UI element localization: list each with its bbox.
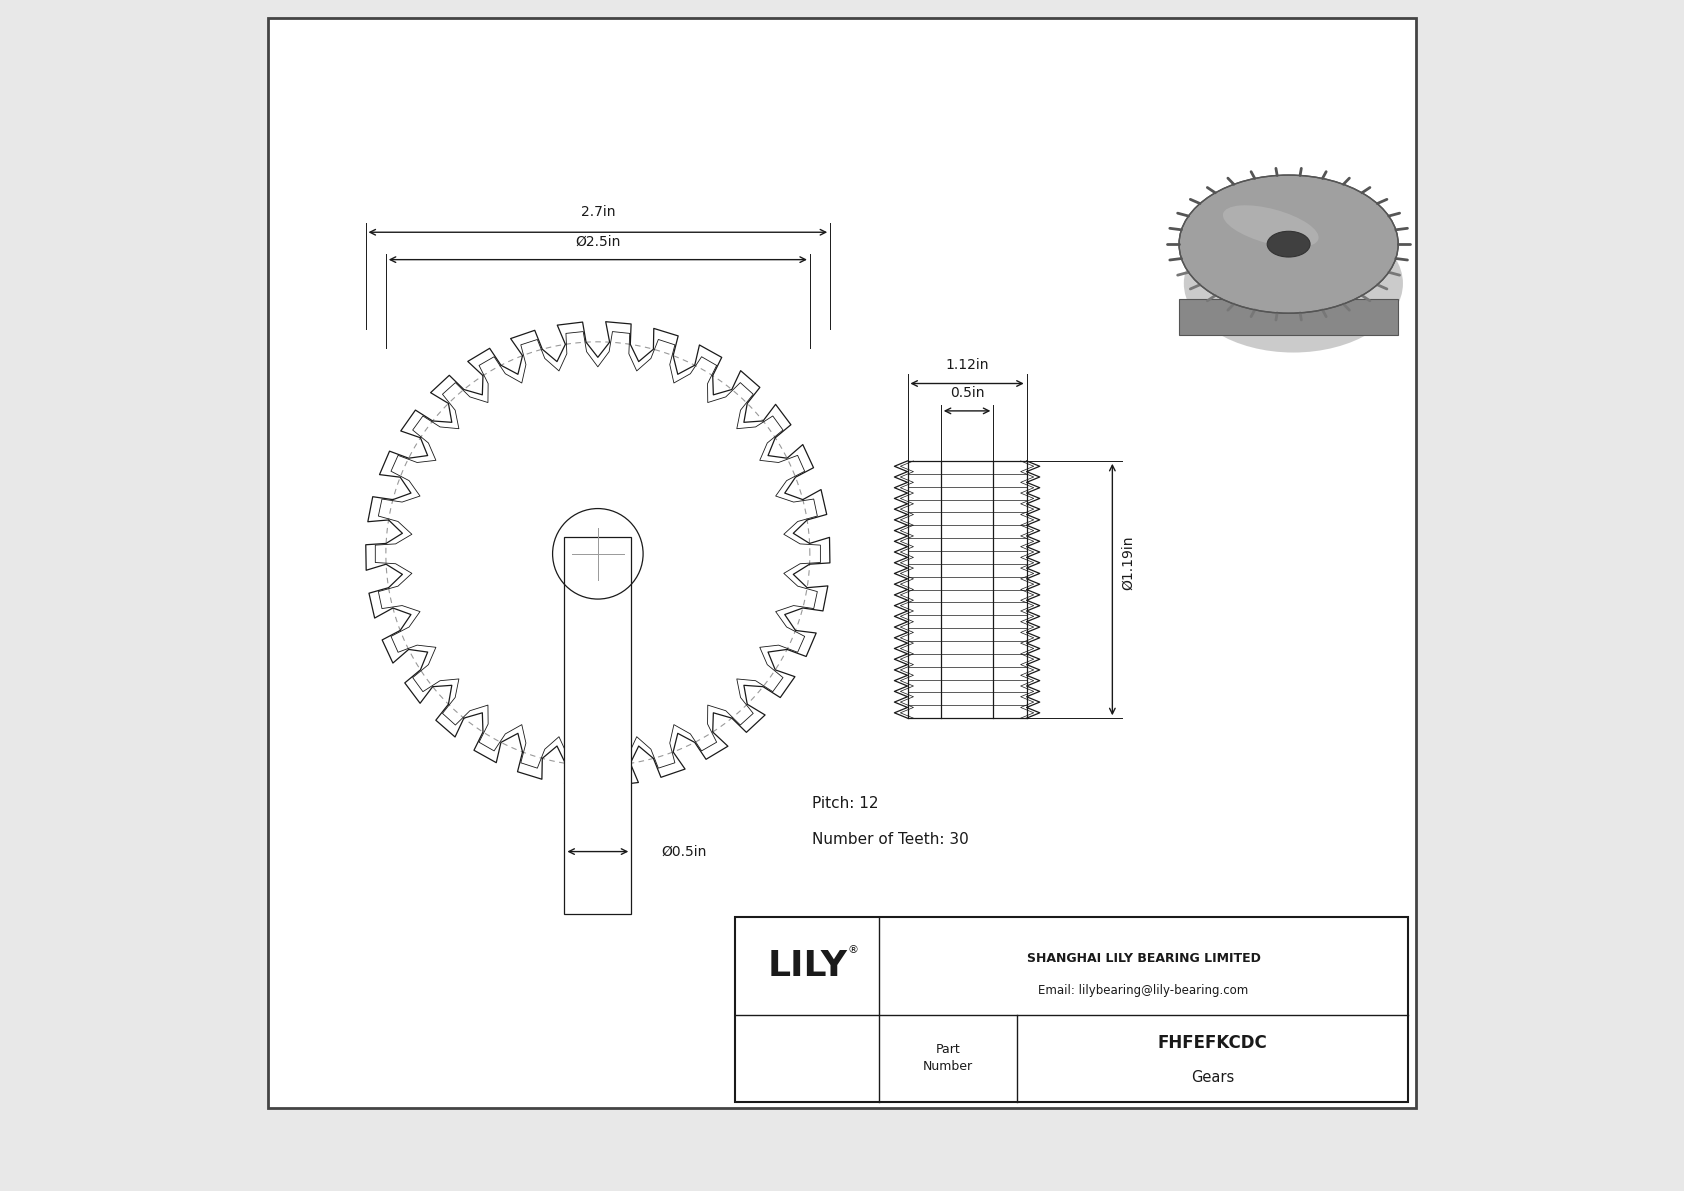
Text: Gears: Gears bbox=[1191, 1071, 1234, 1085]
Ellipse shape bbox=[1266, 231, 1310, 257]
Ellipse shape bbox=[1223, 205, 1319, 248]
Bar bbox=[734, 917, 1408, 1102]
Text: SHANGHAI LILY BEARING LIMITED: SHANGHAI LILY BEARING LIMITED bbox=[1027, 952, 1261, 965]
Text: ®: ® bbox=[849, 946, 859, 955]
Text: Ø1.19in: Ø1.19in bbox=[1122, 535, 1135, 590]
Text: Ø0.5in: Ø0.5in bbox=[660, 844, 706, 859]
Bar bbox=[908, 461, 1027, 718]
Text: Ø2.5in: Ø2.5in bbox=[576, 235, 620, 249]
Text: 2.7in: 2.7in bbox=[581, 205, 615, 219]
Ellipse shape bbox=[1184, 214, 1403, 353]
Text: Part
Number: Part Number bbox=[923, 1043, 973, 1073]
Bar bbox=[1179, 299, 1398, 335]
Text: LILY: LILY bbox=[768, 949, 847, 983]
Text: FHFEFKCDC: FHFEFKCDC bbox=[1157, 1034, 1266, 1052]
Text: Number of Teeth: 30: Number of Teeth: 30 bbox=[812, 833, 968, 847]
Text: 0.5in: 0.5in bbox=[950, 386, 985, 400]
Bar bbox=[564, 537, 632, 913]
Text: 1.12in: 1.12in bbox=[945, 357, 989, 372]
Ellipse shape bbox=[1179, 175, 1398, 313]
Text: Pitch: 12: Pitch: 12 bbox=[812, 797, 879, 811]
Text: Email: lilybearing@lily-bearing.com: Email: lilybearing@lily-bearing.com bbox=[1039, 985, 1250, 997]
